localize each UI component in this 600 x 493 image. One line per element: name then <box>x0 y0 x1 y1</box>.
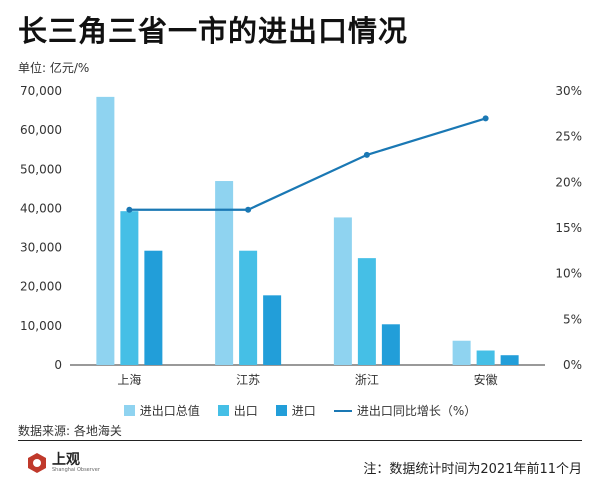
footnote: 注：数据统计时间为2021年前11个月 <box>363 462 582 477</box>
growth-point <box>482 115 489 122</box>
y-right-tick-label: 15% <box>555 221 582 235</box>
growth-point <box>126 206 133 213</box>
chart-canvas: 0 10,000 20,000 30,000 40,000 50,000 60,000 70,… <box>20 84 582 387</box>
y-right-tick-label: 30% <box>555 84 582 98</box>
brand-logo: 上观 Shanghai Observer <box>26 452 100 474</box>
y-left-tick-label: 70,000 <box>20 84 62 98</box>
bar-total <box>452 340 471 365</box>
legend-item-growth: 进出口同比增长（%） <box>333 402 477 419</box>
bar-export <box>476 350 495 365</box>
chart-title: 长三角三省一市的进出口情况 <box>18 14 409 48</box>
y-left-tick-label: 60,000 <box>20 123 62 137</box>
growth-line-path <box>129 117 486 211</box>
x-tick-label: 浙江 <box>355 373 379 387</box>
y-right-tick-label: 20% <box>555 175 582 189</box>
bar-import <box>381 324 400 365</box>
legend-swatch-export <box>217 405 229 416</box>
footer-divider <box>18 440 582 441</box>
unit-label: 单位: 亿元/% <box>18 61 90 75</box>
legend-swatch-import <box>275 405 287 416</box>
x-tick-label: 安徽 <box>474 372 498 387</box>
y-left-tick-label: 10,000 <box>20 319 62 333</box>
growth-point <box>363 151 370 158</box>
y-left-tick-label: 20,000 <box>20 280 62 294</box>
bar-total <box>215 181 234 365</box>
bar-total <box>333 217 352 365</box>
legend-swatch-growth <box>333 409 352 412</box>
chart-bars <box>96 96 519 365</box>
bar-import <box>144 250 163 365</box>
y-right-tick-label: 25% <box>555 130 582 144</box>
logo-subtext: Shanghai Observer <box>52 467 100 473</box>
y-left-tick-label: 0 <box>54 358 62 372</box>
legend-item-import: 进口 <box>275 402 316 419</box>
legend-label-growth: 进出口同比增长（%） <box>356 404 477 418</box>
y-right-tick-label: 5% <box>563 312 582 326</box>
growth-line <box>126 115 489 213</box>
x-axis-labels: 上海 江苏 浙江 安徽 <box>117 372 497 387</box>
bar-total <box>96 96 115 365</box>
legend-swatch-total <box>123 405 135 416</box>
legend: 进出口总值 出口 进口 进出口同比增长（%） <box>0 402 600 419</box>
logo-text: 上观 <box>52 452 80 468</box>
legend-label-total: 进出口总值 <box>139 404 200 418</box>
legend-item-total: 进出口总值 <box>123 402 200 419</box>
logo-icon <box>28 453 46 473</box>
chart-axes: 0 10,000 20,000 30,000 40,000 50,000 60,000 70,… <box>20 84 582 372</box>
y-left-tick-label: 40,000 <box>20 201 62 215</box>
legend-label-import: 进口 <box>291 404 316 418</box>
bar-export <box>357 258 376 365</box>
x-tick-label: 上海 <box>117 372 141 387</box>
legend-label-export: 出口 <box>233 404 258 418</box>
y-left-tick-label: 30,000 <box>20 241 62 255</box>
y-right-tick-label: 0% <box>563 358 582 372</box>
legend-item-export: 出口 <box>217 402 258 419</box>
bar-import <box>263 295 282 365</box>
growth-point <box>245 206 252 213</box>
data-source: 数据来源: 各地海关 <box>18 424 122 438</box>
bar-import <box>500 355 519 365</box>
x-tick-label: 江苏 <box>236 373 260 387</box>
bar-export <box>239 250 258 365</box>
y-left-tick-label: 50,000 <box>20 162 62 176</box>
y-right-tick-label: 10% <box>555 267 582 281</box>
bar-export <box>120 211 139 365</box>
